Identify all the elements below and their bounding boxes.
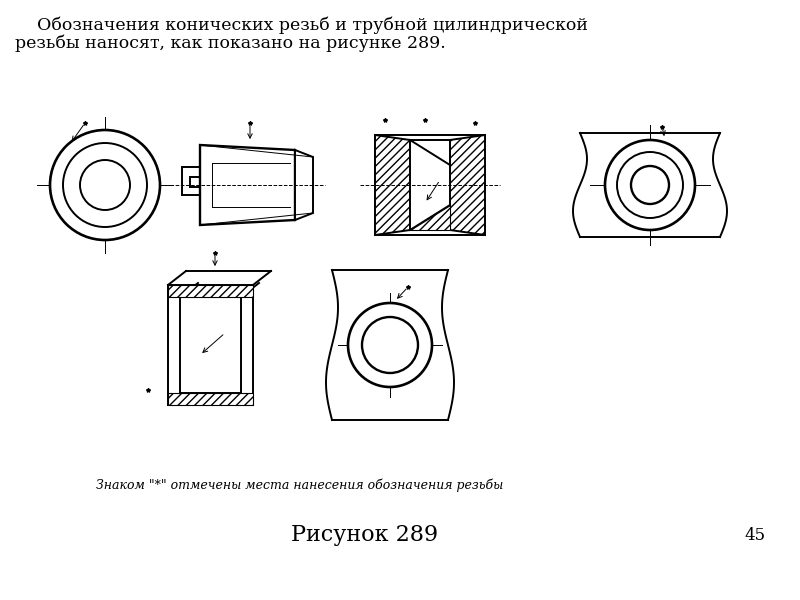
Text: Обозначения конических резьб и трубной цилиндрической: Обозначения конических резьб и трубной ц… (15, 17, 588, 34)
Circle shape (605, 140, 695, 230)
Polygon shape (168, 393, 253, 405)
Polygon shape (295, 150, 313, 220)
Text: Рисунок 289: Рисунок 289 (291, 524, 438, 546)
Polygon shape (375, 135, 410, 235)
Circle shape (50, 130, 160, 240)
Polygon shape (450, 135, 485, 235)
Circle shape (80, 160, 130, 210)
Polygon shape (168, 285, 253, 297)
Circle shape (631, 166, 669, 204)
Text: 45: 45 (745, 527, 766, 544)
Circle shape (63, 143, 147, 227)
Polygon shape (200, 145, 295, 225)
Circle shape (362, 317, 418, 373)
Text: резьбы наносят, как показано на рисунке 289.: резьбы наносят, как показано на рисунке … (15, 34, 446, 52)
Polygon shape (410, 205, 450, 230)
Circle shape (348, 303, 432, 387)
Text: Знаком "*" отмечены места нанесения обозначения резьбы: Знаком "*" отмечены места нанесения обоз… (96, 478, 504, 492)
Circle shape (617, 152, 683, 218)
